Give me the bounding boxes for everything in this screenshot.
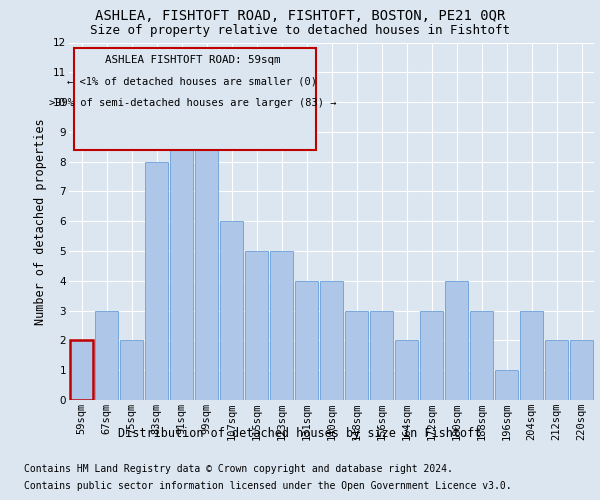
- Bar: [344, 310, 368, 400]
- Bar: [569, 340, 593, 400]
- Text: Contains public sector information licensed under the Open Government Licence v3: Contains public sector information licen…: [24, 481, 512, 491]
- Bar: [194, 132, 218, 400]
- Y-axis label: Number of detached properties: Number of detached properties: [34, 118, 47, 324]
- Text: ASHLEA FISHTOFT ROAD: 59sqm: ASHLEA FISHTOFT ROAD: 59sqm: [104, 55, 280, 65]
- Bar: [170, 102, 193, 400]
- Bar: [395, 340, 418, 400]
- Bar: [245, 251, 268, 400]
- Bar: [370, 310, 394, 400]
- Bar: [320, 281, 343, 400]
- Text: Contains HM Land Registry data © Crown copyright and database right 2024.: Contains HM Land Registry data © Crown c…: [24, 464, 453, 474]
- Bar: [119, 340, 143, 400]
- Bar: [470, 310, 493, 400]
- FancyBboxPatch shape: [74, 48, 316, 150]
- Bar: [545, 340, 568, 400]
- Text: ← <1% of detached houses are smaller (0): ← <1% of detached houses are smaller (0): [67, 76, 317, 86]
- Bar: [95, 310, 118, 400]
- Bar: [295, 281, 319, 400]
- Bar: [445, 281, 469, 400]
- Text: >99% of semi-detached houses are larger (83) →: >99% of semi-detached houses are larger …: [49, 98, 336, 108]
- Bar: [145, 162, 169, 400]
- Bar: [269, 251, 293, 400]
- Text: Distribution of detached houses by size in Fishtoft: Distribution of detached houses by size …: [118, 428, 482, 440]
- Text: Size of property relative to detached houses in Fishtoft: Size of property relative to detached ho…: [90, 24, 510, 37]
- Bar: [419, 310, 443, 400]
- Bar: [220, 221, 244, 400]
- Bar: [494, 370, 518, 400]
- Bar: [520, 310, 544, 400]
- Text: ASHLEA, FISHTOFT ROAD, FISHTOFT, BOSTON, PE21 0QR: ASHLEA, FISHTOFT ROAD, FISHTOFT, BOSTON,…: [95, 9, 505, 23]
- Bar: [70, 340, 94, 400]
